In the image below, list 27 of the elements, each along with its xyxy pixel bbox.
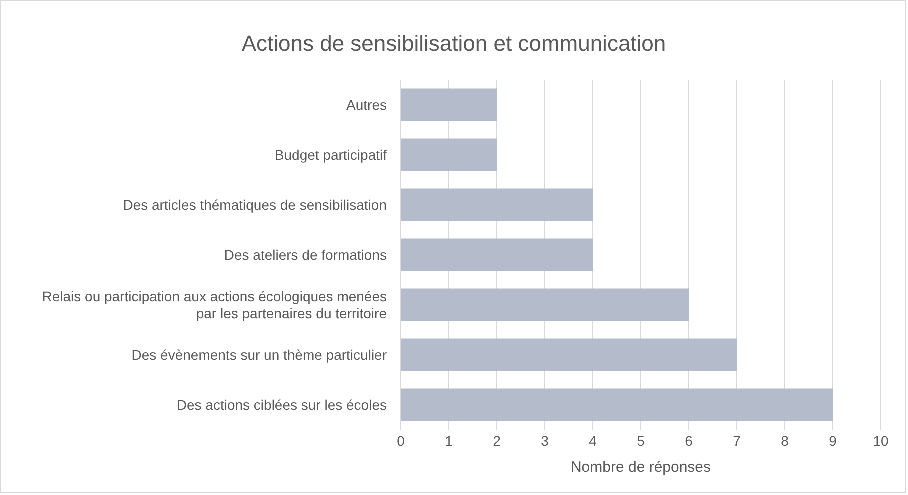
- x-tick-label: 3: [541, 432, 550, 449]
- y-tick-label: Des évènements sur un thème particulier: [132, 347, 388, 363]
- bar: [401, 188, 593, 222]
- bar: [401, 88, 497, 122]
- y-tick-label: Relais ou participation aux actions écologiques menées par les partenaires du territoire: [42, 288, 388, 322]
- x-tick-label: 5: [637, 432, 646, 449]
- y-tick-label: Budget participatif: [274, 147, 388, 163]
- x-tick-label: 9: [829, 432, 838, 449]
- x-tick-label: 0: [397, 432, 406, 449]
- bar: [401, 388, 833, 422]
- x-tick-label: 8: [781, 432, 790, 449]
- x-tick-label: 2: [493, 432, 502, 449]
- bar: [401, 338, 737, 372]
- y-tick-label: Des actions ciblées sur les écoles: [176, 397, 387, 413]
- y-tick-label: Autres: [346, 97, 387, 113]
- x-tick-label: 1: [445, 432, 454, 449]
- x-tick-label: 6: [685, 432, 694, 449]
- y-tick-label: Des ateliers de formations: [224, 247, 387, 263]
- chart-title: Actions de sensibilisation et communication: [242, 31, 666, 56]
- x-axis-title: Nombre de réponses: [570, 459, 712, 476]
- bar: [401, 138, 497, 172]
- x-tick-label: 4: [589, 432, 598, 449]
- x-tick-label: 10: [873, 432, 889, 449]
- x-tick-label: 7: [733, 432, 742, 449]
- bar: [401, 288, 689, 322]
- y-tick-label: Des articles thématiques de sensibilisation: [123, 197, 387, 213]
- bar: [401, 238, 593, 272]
